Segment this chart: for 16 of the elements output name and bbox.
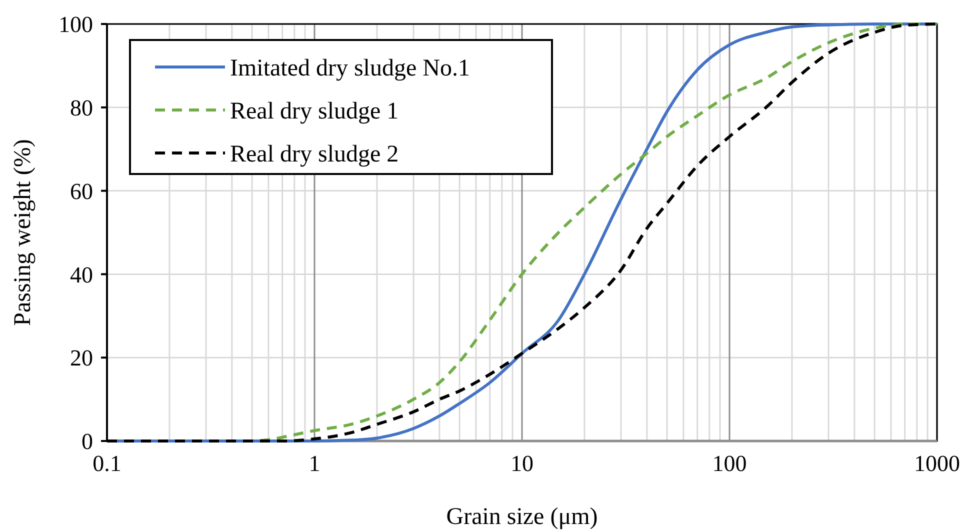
y-tick-label: 80 (70, 95, 93, 120)
x-tick-label: 100 (712, 451, 747, 476)
legend-label: Real dry sludge 1 (230, 98, 399, 124)
y-tick-label: 100 (58, 12, 93, 38)
y-axis-title: Passing weight (%) (10, 139, 36, 326)
legend-label: Imitated dry sludge No.1 (230, 55, 470, 82)
y-tick-label: 40 (70, 262, 93, 288)
x-tick-label: 0.1 (92, 451, 122, 476)
x-axis-title: Grain size (μm) (446, 504, 598, 530)
y-tick-label: 0 (82, 429, 93, 454)
y-tick-label: 60 (70, 178, 93, 204)
y-tick-label: 20 (70, 346, 93, 371)
x-tick-label: 10 (510, 451, 534, 476)
x-tick-label: 1000 (914, 451, 960, 476)
legend-label: Real dry sludge 2 (230, 141, 399, 168)
x-tick-label: 1 (308, 451, 320, 476)
